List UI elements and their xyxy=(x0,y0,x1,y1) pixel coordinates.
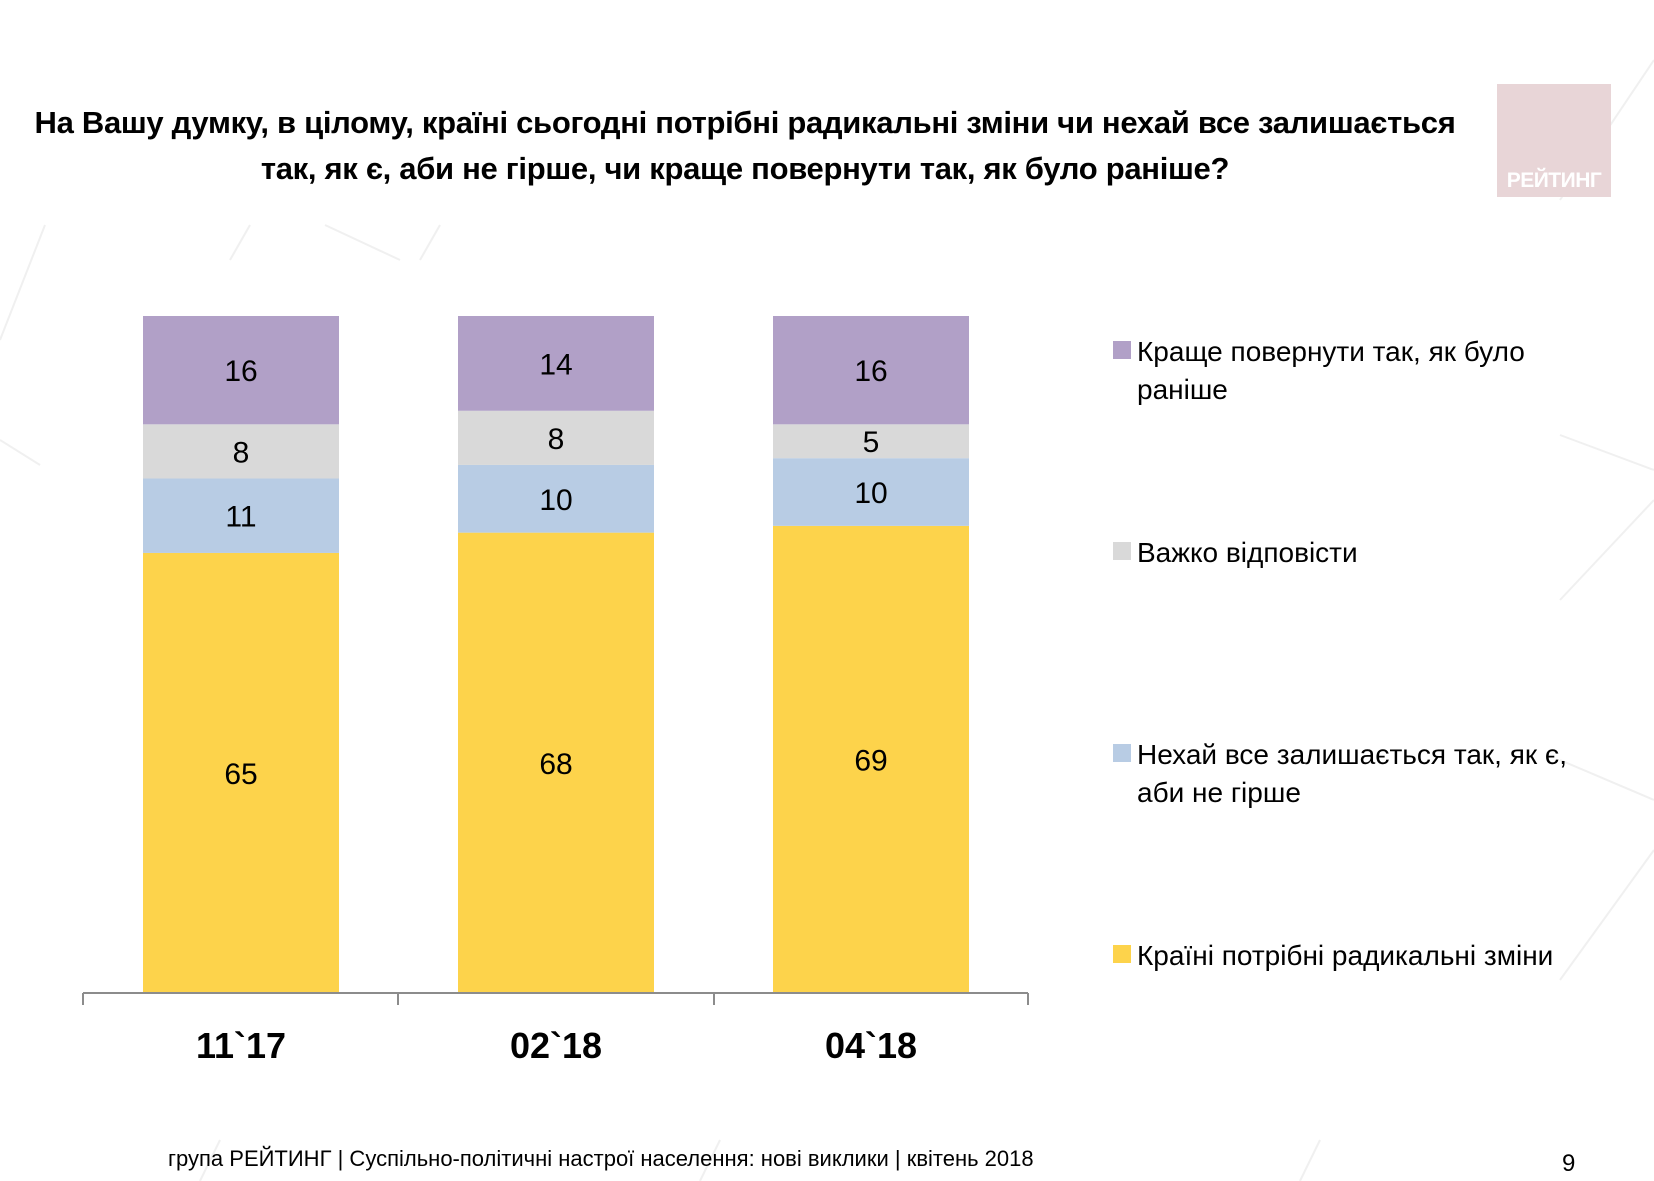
reyting-logo: РЕЙТИНГ xyxy=(1497,84,1611,197)
x-tick-label-2: 02`18 xyxy=(510,1025,602,1066)
bar-segment-3-3 xyxy=(773,424,969,459)
x-tick-label-1: 11`17 xyxy=(196,1025,286,1066)
data-label-1-1: 65 xyxy=(224,758,257,791)
bar-segment-3-2 xyxy=(773,458,969,526)
data-label-3-1: 69 xyxy=(854,744,887,777)
logo-text: РЕЙТИНГ xyxy=(1506,169,1602,192)
x-tick-label-3: 04`18 xyxy=(825,1025,917,1066)
data-label-1-4: 16 xyxy=(224,355,257,388)
bar-segment-2-2 xyxy=(458,464,654,533)
legend-label: Краще повернути так, як було раніше xyxy=(1137,336,1525,405)
data-label-2-3: 8 xyxy=(548,423,565,456)
legend-swatch-icon xyxy=(1113,744,1131,762)
bar-segment-2-4 xyxy=(458,316,654,411)
legend-label: Нехай все залишається так, як є, аби не … xyxy=(1137,739,1567,808)
data-label-2-2: 10 xyxy=(539,484,572,517)
page-number: 9 xyxy=(1562,1150,1576,1177)
legend-item-2: Важко відповісти xyxy=(1113,534,1597,572)
legend-label: Країні потрібні радикальні зміни xyxy=(1137,940,1554,971)
data-label-3-4: 16 xyxy=(854,355,887,388)
legend-swatch-icon xyxy=(1113,945,1131,963)
title-line-1: На Вашу думку, в цілому, країні сьогодні… xyxy=(34,105,1456,140)
bar-segment-1-3 xyxy=(143,424,339,479)
chart-title: На Вашу думку, в цілому, країні сьогодні… xyxy=(10,100,1480,192)
bar-segment-1-1 xyxy=(143,552,339,993)
bar-segment-1-2 xyxy=(143,478,339,553)
legend-item-4: Країні потрібні радикальні зміни xyxy=(1113,937,1597,975)
bars-group: 65 11 8 16 68 10 8 14 69 10 5 16 xyxy=(143,316,969,993)
bar-segment-1-4 xyxy=(143,316,339,425)
legend-swatch-icon xyxy=(1113,341,1131,359)
bar-segment-3-4 xyxy=(773,316,969,425)
footer-text: група РЕЙТИНГ | Суспільно-політичні наст… xyxy=(168,1146,1034,1171)
data-label-3-2: 10 xyxy=(854,477,887,510)
legend-item-1: Краще повернути так, як було раніше xyxy=(1113,333,1597,409)
data-label-1-3: 8 xyxy=(233,436,250,469)
data-label-3-3: 5 xyxy=(863,426,880,459)
title-line-2: так, як є, аби не гірше, чи краще поверн… xyxy=(260,151,1230,186)
legend-swatch-icon xyxy=(1113,542,1131,560)
x-axis xyxy=(82,992,1029,1005)
bar-segment-3-1 xyxy=(773,525,969,993)
legend-item-3: Нехай все залишається так, як є, аби не … xyxy=(1113,736,1597,812)
bar-segment-2-1 xyxy=(458,532,654,993)
data-label-1-2: 11 xyxy=(225,501,256,534)
category-labels: 11`17 02`18 04`18 xyxy=(196,1025,917,1066)
data-label-2-1: 68 xyxy=(539,748,572,781)
legend-label: Важко відповісти xyxy=(1137,537,1358,568)
data-label-2-4: 14 xyxy=(539,348,572,381)
bar-segment-2-3 xyxy=(458,410,654,465)
